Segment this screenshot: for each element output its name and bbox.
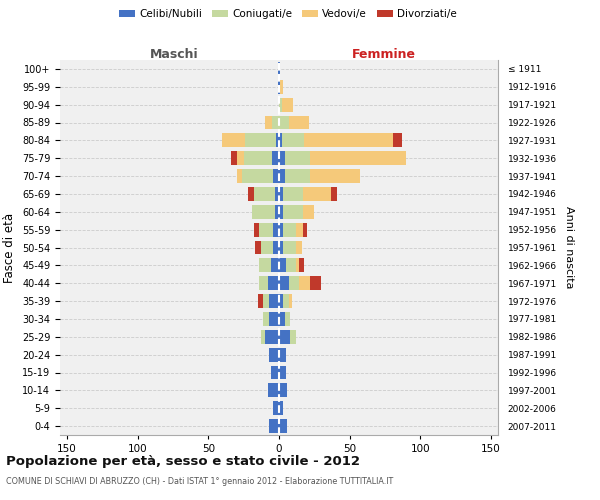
Bar bbox=[274, 222, 279, 236]
Bar bbox=[279, 62, 280, 76]
Bar bbox=[279, 312, 284, 326]
Bar bbox=[263, 312, 269, 326]
Bar bbox=[303, 222, 307, 236]
Bar bbox=[272, 116, 279, 130]
Bar bbox=[276, 134, 279, 147]
Text: COMUNE DI SCHIAVI DI ABRUZZO (CH) - Dati ISTAT 1° gennaio 2012 - Elaborazione TU: COMUNE DI SCHIAVI DI ABRUZZO (CH) - Dati… bbox=[6, 477, 393, 486]
Bar bbox=[331, 187, 337, 201]
Bar bbox=[284, 169, 310, 183]
Bar bbox=[236, 169, 242, 183]
Bar bbox=[279, 258, 286, 272]
Bar bbox=[310, 151, 406, 165]
Bar bbox=[279, 151, 284, 165]
Bar bbox=[271, 366, 279, 380]
Bar bbox=[236, 151, 244, 165]
Bar bbox=[289, 276, 299, 290]
Bar bbox=[303, 187, 331, 201]
Bar bbox=[304, 134, 394, 147]
Bar bbox=[275, 187, 279, 201]
Bar bbox=[283, 205, 303, 219]
Bar bbox=[279, 348, 286, 362]
Bar bbox=[303, 205, 314, 219]
Legend: Celibi/Nubili, Coniugati/e, Vedovi/e, Divorziati/e: Celibi/Nubili, Coniugati/e, Vedovi/e, Di… bbox=[115, 5, 461, 24]
Bar bbox=[279, 276, 289, 290]
Bar bbox=[279, 169, 284, 183]
Bar bbox=[274, 169, 279, 183]
Bar bbox=[269, 312, 279, 326]
Bar bbox=[284, 151, 310, 165]
Bar bbox=[283, 187, 303, 201]
Bar bbox=[248, 187, 254, 201]
Bar bbox=[265, 116, 272, 130]
Bar bbox=[296, 258, 299, 272]
Bar bbox=[280, 80, 283, 94]
Bar bbox=[272, 151, 279, 165]
Bar bbox=[279, 366, 286, 380]
Bar bbox=[258, 294, 263, 308]
Bar bbox=[260, 330, 265, 344]
Bar bbox=[269, 348, 279, 362]
Bar bbox=[259, 276, 268, 290]
Bar bbox=[279, 294, 283, 308]
Bar bbox=[278, 62, 279, 76]
Bar bbox=[252, 205, 275, 219]
Bar bbox=[394, 134, 402, 147]
Bar bbox=[289, 116, 308, 130]
Bar bbox=[274, 401, 279, 415]
Bar bbox=[278, 80, 279, 94]
Bar bbox=[269, 419, 279, 433]
Bar bbox=[283, 240, 296, 254]
Bar bbox=[269, 294, 279, 308]
Bar bbox=[279, 222, 283, 236]
Bar bbox=[279, 384, 287, 398]
Bar bbox=[279, 116, 289, 130]
Bar bbox=[268, 384, 279, 398]
Bar bbox=[268, 276, 279, 290]
Bar bbox=[254, 187, 275, 201]
Bar bbox=[254, 222, 259, 236]
Bar bbox=[282, 134, 304, 147]
Bar bbox=[265, 330, 279, 344]
Bar bbox=[286, 258, 296, 272]
Bar bbox=[284, 312, 290, 326]
Bar bbox=[245, 134, 276, 147]
Bar bbox=[279, 205, 283, 219]
Bar bbox=[299, 258, 304, 272]
Bar bbox=[279, 330, 290, 344]
Bar bbox=[310, 169, 359, 183]
Bar bbox=[279, 80, 280, 94]
Bar bbox=[289, 294, 292, 308]
Bar bbox=[274, 240, 279, 254]
Bar bbox=[279, 98, 282, 112]
Bar bbox=[296, 222, 303, 236]
Text: Femmine: Femmine bbox=[352, 48, 416, 61]
Text: Popolazione per età, sesso e stato civile - 2012: Popolazione per età, sesso e stato civil… bbox=[6, 455, 360, 468]
Bar bbox=[296, 240, 302, 254]
Bar bbox=[231, 151, 236, 165]
Bar bbox=[282, 98, 293, 112]
Bar bbox=[279, 240, 283, 254]
Bar bbox=[279, 401, 283, 415]
Bar bbox=[259, 258, 271, 272]
Bar bbox=[255, 240, 260, 254]
Bar bbox=[283, 294, 289, 308]
Bar bbox=[260, 240, 274, 254]
Y-axis label: Fasce di età: Fasce di età bbox=[4, 212, 16, 282]
Bar bbox=[271, 258, 279, 272]
Text: Maschi: Maschi bbox=[149, 48, 198, 61]
Bar bbox=[310, 276, 322, 290]
Bar bbox=[299, 276, 310, 290]
Bar bbox=[279, 187, 283, 201]
Bar bbox=[283, 222, 296, 236]
Bar bbox=[275, 205, 279, 219]
Bar bbox=[279, 134, 282, 147]
Bar bbox=[244, 151, 272, 165]
Bar bbox=[279, 419, 287, 433]
Bar bbox=[290, 330, 296, 344]
Bar bbox=[259, 222, 274, 236]
Y-axis label: Anni di nascita: Anni di nascita bbox=[563, 206, 574, 289]
Bar bbox=[263, 294, 269, 308]
Bar bbox=[242, 169, 274, 183]
Bar bbox=[223, 134, 245, 147]
